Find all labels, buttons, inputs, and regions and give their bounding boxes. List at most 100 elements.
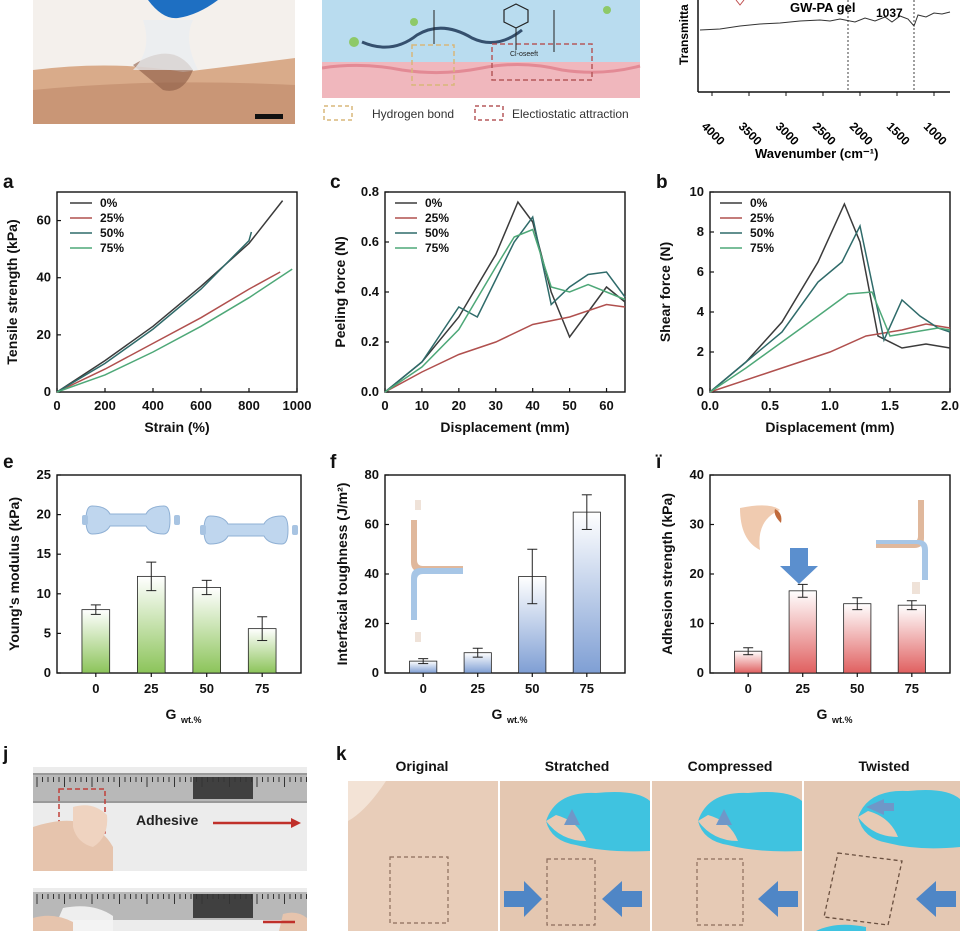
series-line-50pct (56, 231, 253, 393)
xtick-label: 25 (144, 681, 158, 696)
ytick-label: 20 (690, 566, 704, 581)
dumbbell-specimen-illustration (82, 505, 180, 535)
ytick-label: 10 (690, 616, 704, 631)
panel-label-k: k (336, 744, 347, 765)
panel-label-i: ї (656, 452, 662, 473)
x-axis-label-subscript: wt.% (180, 715, 202, 725)
adhesion-mechanism-schematic: Cl-oseeft Hydrogen bond Electiostatic at… (322, 0, 644, 128)
panel-label-c: c (330, 172, 341, 193)
chart-peeling-force: 0.0 0.2 0.4 0.6 0.8 0 10 20 30 40 50 60 0%25%50%75% D… (332, 184, 626, 435)
ytick-label: 60 (37, 213, 51, 228)
ftir-xtick: 3500 (736, 119, 765, 148)
chart-youngs-modulus: 0 5 10 15 20 25 0 25 50 75 G wt.% Young's modulus (k… (6, 467, 302, 725)
xtick-label: 400 (142, 398, 164, 413)
bar-50 (192, 587, 221, 674)
bar-50 (843, 603, 872, 674)
x-axis-label-subscript: wt.% (506, 715, 528, 725)
adhesive-label: Adhesive (136, 812, 198, 828)
xtick-label: 75 (580, 681, 594, 696)
ftir-xtick: 2000 (847, 119, 876, 148)
x-axis-label-subscript: wt.% (831, 715, 853, 725)
legend-entry: 25% (100, 211, 124, 225)
series-line-75pct (709, 291, 951, 393)
panel-label-b: b (656, 172, 668, 193)
ytick-label: 40 (37, 270, 51, 285)
legend-entry: 75% (425, 241, 449, 255)
legend-hydrogen-bond: Hydrogen bond (372, 107, 454, 121)
ytick-label: 15 (37, 546, 51, 561)
y-axis-label: Tensile strength (kPa) (4, 219, 20, 364)
chart-interfacial-toughness: 0 20 40 60 80 0 25 50 75 G wt.% Interfacial toughne… (334, 467, 626, 725)
ytick-label: 2 (697, 344, 704, 359)
x-axis-label: G (817, 706, 828, 722)
ytick-label: 40 (365, 566, 379, 581)
caption-twisted: Twisted (858, 758, 910, 774)
ytick-label: 0.0 (361, 384, 379, 399)
legend-entry: 75% (750, 241, 774, 255)
panel-label-e: e (3, 452, 14, 473)
ytick-label: 20 (365, 616, 379, 631)
bar-0 (81, 609, 111, 674)
ytick-label: 20 (37, 507, 51, 522)
xtick-label: 200 (94, 398, 116, 413)
xtick-label: 10 (415, 398, 429, 413)
bar-25 (137, 575, 166, 674)
ytick-label: 40 (690, 467, 704, 482)
ytick-label: 0 (697, 384, 704, 399)
ftir-xtick: 3000 (773, 119, 802, 148)
y-axis-label: Peeling force (N) (332, 236, 348, 347)
series-line-50pct (709, 223, 951, 393)
xtick-label: 75 (255, 681, 269, 696)
xtick-label: 25 (795, 681, 809, 696)
ftir-ylabel: Transmitta (677, 4, 691, 65)
ftir-title: GW-PA gel (790, 0, 855, 15)
ftir-xtick: 2500 (810, 119, 839, 148)
ytick-label: 25 (37, 467, 51, 482)
legend-entry: 50% (100, 226, 124, 240)
ytick-label: 0 (697, 665, 704, 680)
series-line-50pct (384, 215, 626, 393)
legend-entry: 0% (100, 196, 118, 210)
legend-entry: 50% (425, 226, 449, 240)
schematic-annotation: Cl-oseeft (510, 51, 538, 58)
ytick-label: 0 (44, 665, 51, 680)
photo-j-adhesive: Adhesive (33, 767, 307, 871)
plot-frame (56, 474, 302, 674)
top-photo-gel-on-skin (33, 0, 295, 124)
xtick-label: 800 (238, 398, 260, 413)
xtick-label: 0 (92, 681, 99, 696)
xtick-label: 60 (599, 398, 613, 413)
ytick-label: 10 (690, 184, 704, 199)
xtick-label: 0 (381, 398, 388, 413)
ytick-label: 8 (697, 224, 704, 239)
caption-stretched: Stratched (544, 758, 610, 774)
ftir-xtick: 1500 (884, 119, 913, 148)
ytick-label: 30 (690, 517, 704, 532)
ytick-label: 0 (372, 665, 379, 680)
ytick-label: 0.8 (361, 184, 379, 199)
xtick-label: 50 (199, 681, 213, 696)
panel-label-f: f (330, 452, 337, 473)
legend-entry: 0% (750, 196, 768, 210)
series-line-25pct (384, 303, 626, 393)
x-axis-label: G (166, 706, 177, 722)
legend-electrostatic-attraction: Electiostatic attraction (512, 107, 629, 121)
series-line-0pct (384, 200, 626, 393)
ytick-label: 0.6 (361, 234, 379, 249)
peel-test-illustration (411, 500, 463, 642)
ytick-label: 10 (37, 586, 51, 601)
xtick-label: 1.0 (821, 398, 839, 413)
ytick-label: 80 (365, 467, 379, 482)
ytick-label: 5 (44, 625, 51, 640)
legend-entry: 75% (100, 241, 124, 255)
x-axis-label: Displacement (mm) (765, 419, 894, 435)
xtick-label: 0.0 (701, 398, 719, 413)
dumbbell-specimen-illustration (200, 515, 298, 545)
photo-j-adhesive-peeled (33, 888, 307, 931)
series-line-0pct (709, 202, 951, 393)
xtick-label: 0 (745, 681, 752, 696)
bar-25 (788, 590, 817, 674)
caption-original: Original (395, 758, 449, 774)
ytick-label: 0.4 (361, 284, 380, 299)
